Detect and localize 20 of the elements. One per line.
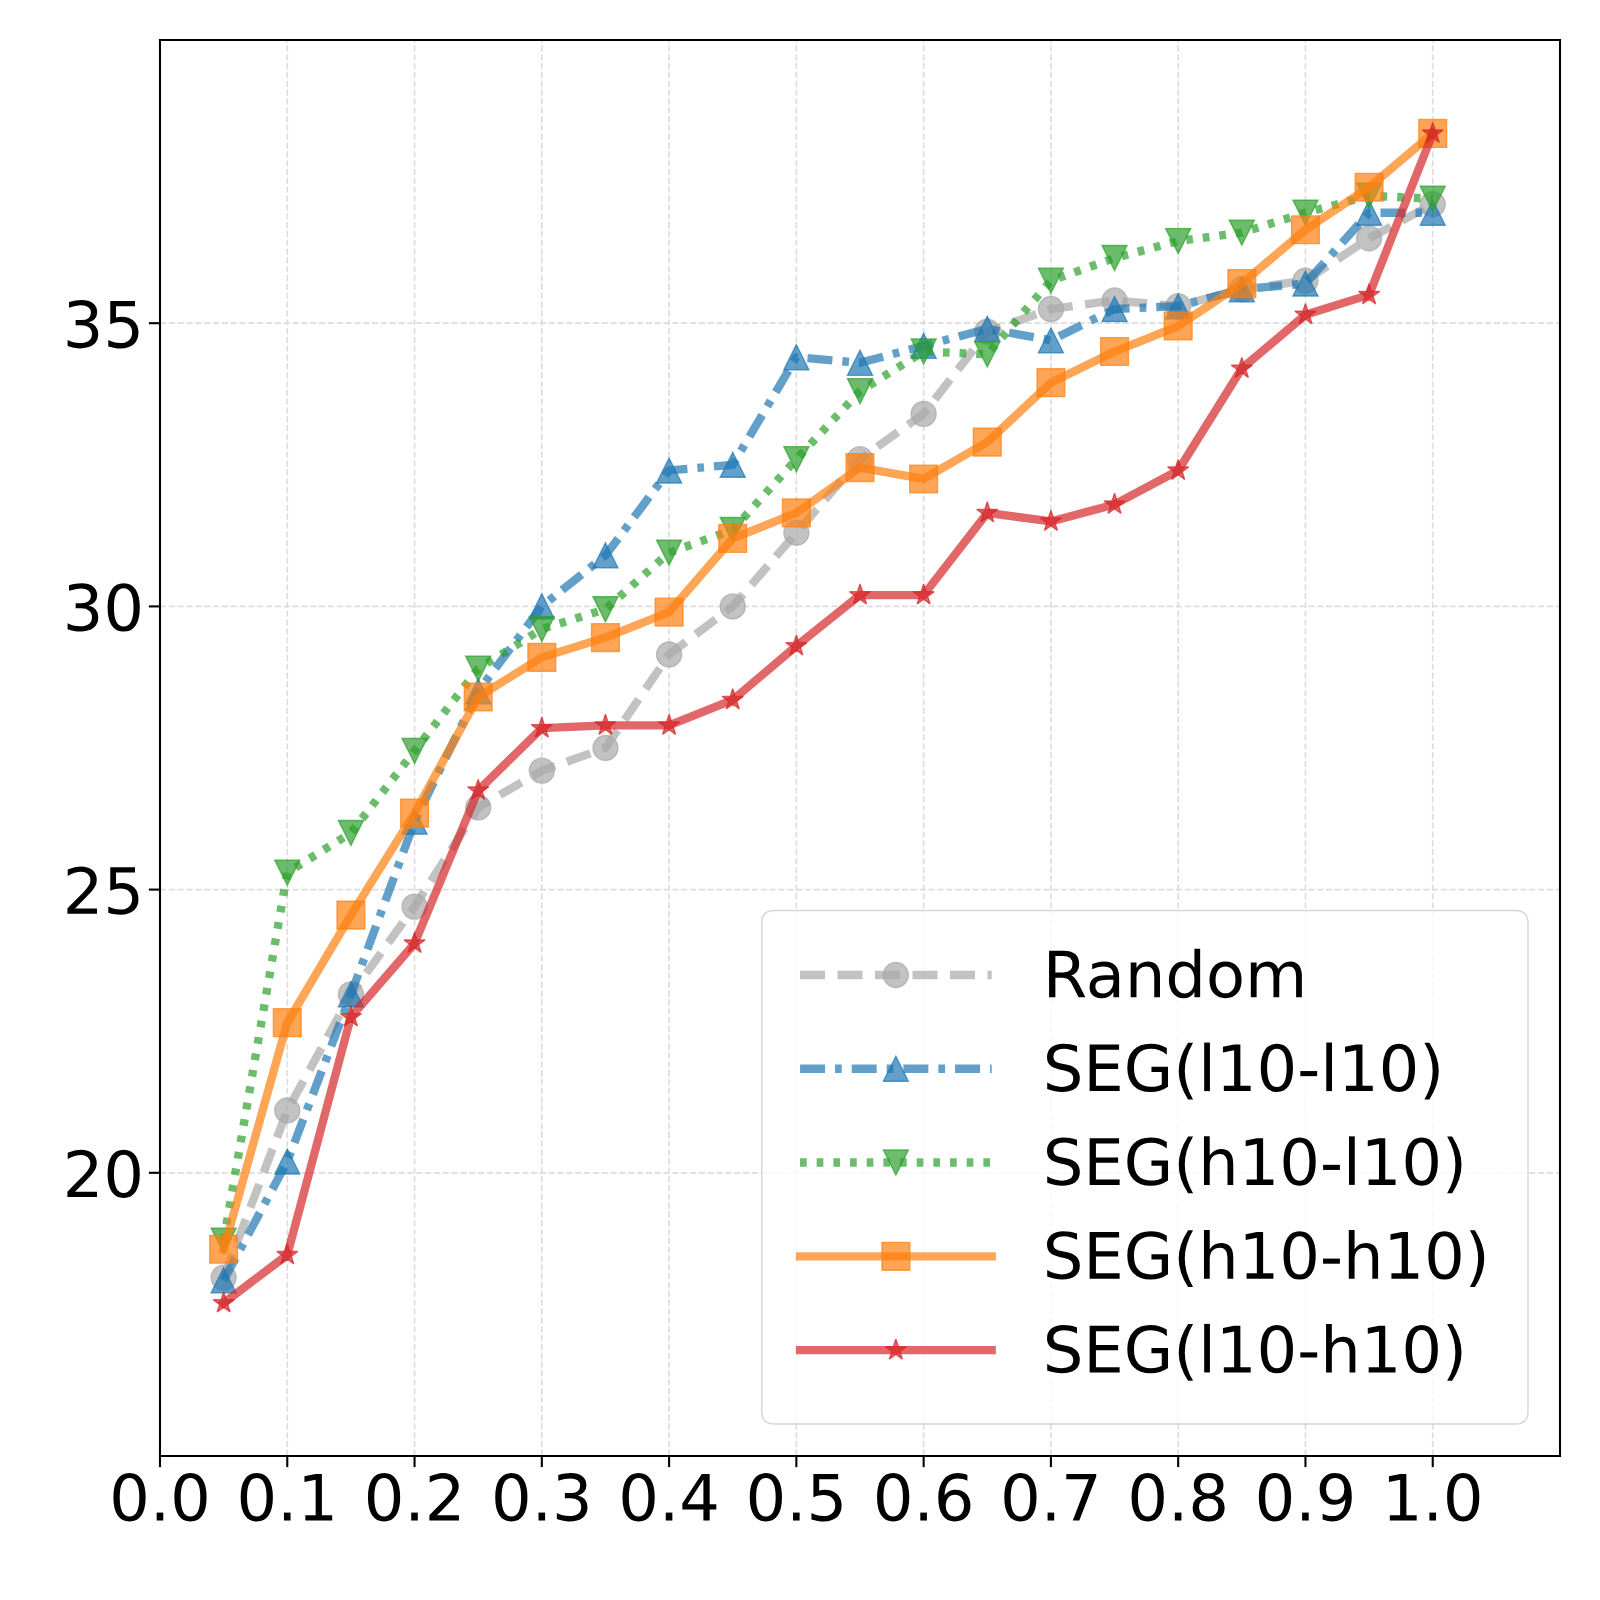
legend-label: Random xyxy=(1049,948,1302,999)
y-tick-label: 20 xyxy=(67,1149,140,1198)
y-tick-label: 25 xyxy=(67,866,139,915)
x-tick-label: 0.7 xyxy=(1004,1473,1097,1522)
x-tick-label: 0.0 xyxy=(113,1473,207,1522)
legend-label: SEG(h10-h10) xyxy=(1047,1230,1485,1288)
x-tick-label: 0.3 xyxy=(495,1473,588,1522)
legend-label: SEG(l10-l10) xyxy=(1047,1042,1439,1100)
legend-label: SEG(l10-h10) xyxy=(1047,1323,1462,1381)
y-tick-label: 30 xyxy=(67,583,140,632)
x-tick-label: 0.9 xyxy=(1258,1473,1352,1522)
x-tick-label: 1.0 xyxy=(1388,1473,1480,1522)
x-tick-label: 0.1 xyxy=(240,1473,333,1522)
x-tick-label: 0.2 xyxy=(367,1473,459,1522)
y-tick-label: 35 xyxy=(67,300,139,349)
legend-label: SEG(h10-l10) xyxy=(1047,1136,1462,1194)
x-tick-label: 0.6 xyxy=(877,1473,971,1522)
x-tick-label: 0.8 xyxy=(1131,1473,1225,1522)
x-tick-label: 0.4 xyxy=(622,1473,717,1522)
x-tick-label: 0.5 xyxy=(749,1473,842,1522)
